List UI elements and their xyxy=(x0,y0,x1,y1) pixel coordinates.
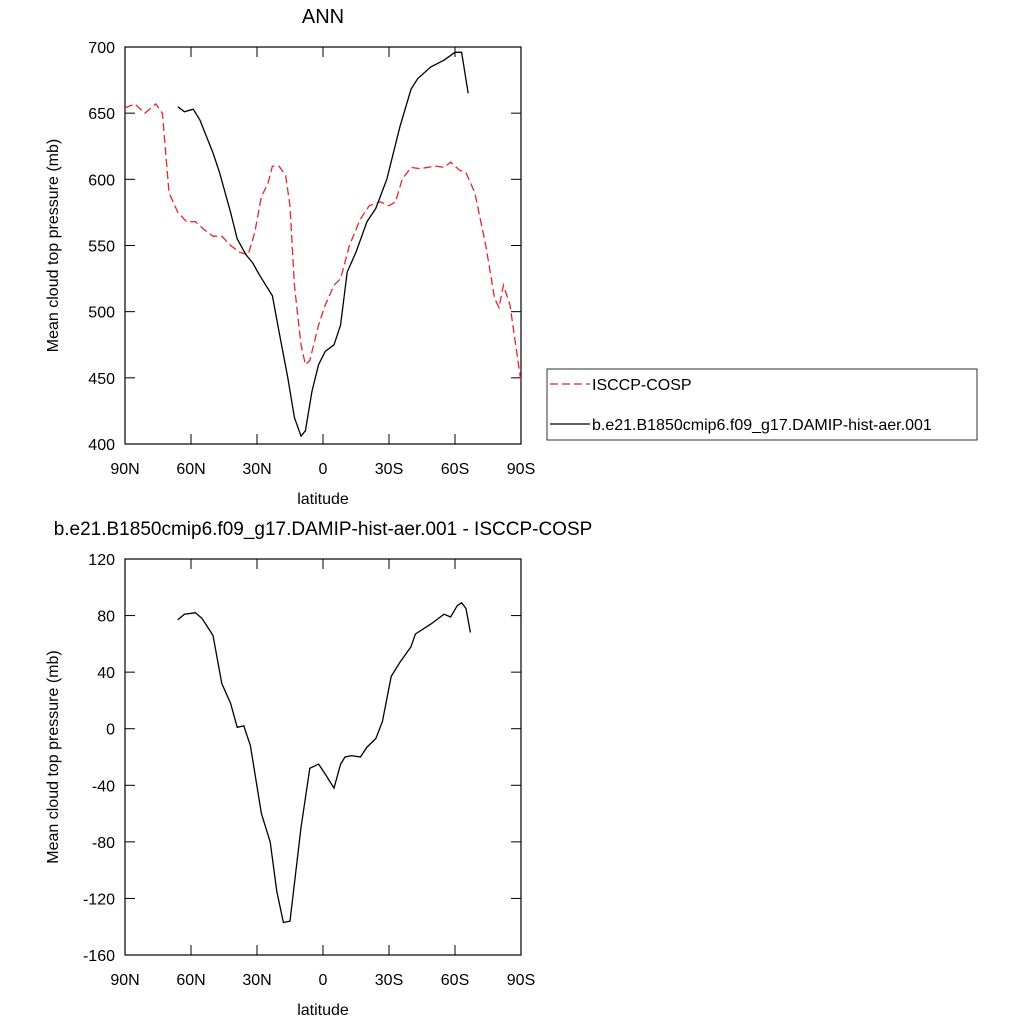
x-tick-label: 0 xyxy=(319,461,328,478)
y-tick-label: -120 xyxy=(83,891,115,908)
data-line xyxy=(177,51,469,438)
x-tick-label: 60S xyxy=(441,461,469,478)
y-tick-label: 450 xyxy=(88,371,115,388)
data-line xyxy=(177,601,472,924)
y-axis-label: Mean cloud top pressure (mb) xyxy=(45,139,62,352)
x-tick-label: 30S xyxy=(375,972,403,989)
y-tick-label: 550 xyxy=(88,239,115,256)
data-line xyxy=(124,102,522,382)
y-tick-label: 600 xyxy=(88,172,115,189)
y-tick-label: 40 xyxy=(97,665,115,682)
x-axis-label: latitude xyxy=(297,1002,349,1019)
y-tick-label: 400 xyxy=(88,437,115,454)
y-tick-label: -40 xyxy=(92,778,115,795)
x-tick-label: 60N xyxy=(176,461,205,478)
y-tick-label: 700 xyxy=(88,40,115,57)
x-tick-label: 30N xyxy=(242,972,271,989)
legend-label: ISCCP-COSP xyxy=(592,377,692,394)
x-tick-label: 90S xyxy=(507,972,535,989)
x-tick-label: 0 xyxy=(319,972,328,989)
x-tick-label: 60N xyxy=(176,972,205,989)
x-tick-label: 90N xyxy=(110,461,139,478)
x-tick-label: 30N xyxy=(242,461,271,478)
chart-title: b.e21.B1850cmip6.f09_g17.DAMIP-hist-aer.… xyxy=(54,519,593,540)
legend-box xyxy=(546,368,978,441)
y-tick-label: -80 xyxy=(92,835,115,852)
x-tick-label: 60S xyxy=(441,972,469,989)
x-tick-label: 90S xyxy=(507,461,535,478)
y-tick-label: 0 xyxy=(106,722,115,739)
plot-frame xyxy=(124,46,522,445)
y-tick-label: 80 xyxy=(97,609,115,626)
legend-label: b.e21.B1850cmip6.f09_g17.DAMIP-hist-aer.… xyxy=(592,417,932,434)
y-tick-label: 500 xyxy=(88,305,115,322)
y-axis-label: Mean cloud top pressure (mb) xyxy=(45,650,62,863)
y-tick-label: -160 xyxy=(83,948,115,965)
x-tick-label: 30S xyxy=(375,461,403,478)
y-tick-label: 650 xyxy=(88,106,115,123)
plot-frame xyxy=(124,558,522,956)
y-tick-label: 120 xyxy=(88,552,115,569)
chart-title: ANN xyxy=(302,6,344,28)
x-axis-label: latitude xyxy=(297,491,349,508)
x-tick-label: 90N xyxy=(110,972,139,989)
